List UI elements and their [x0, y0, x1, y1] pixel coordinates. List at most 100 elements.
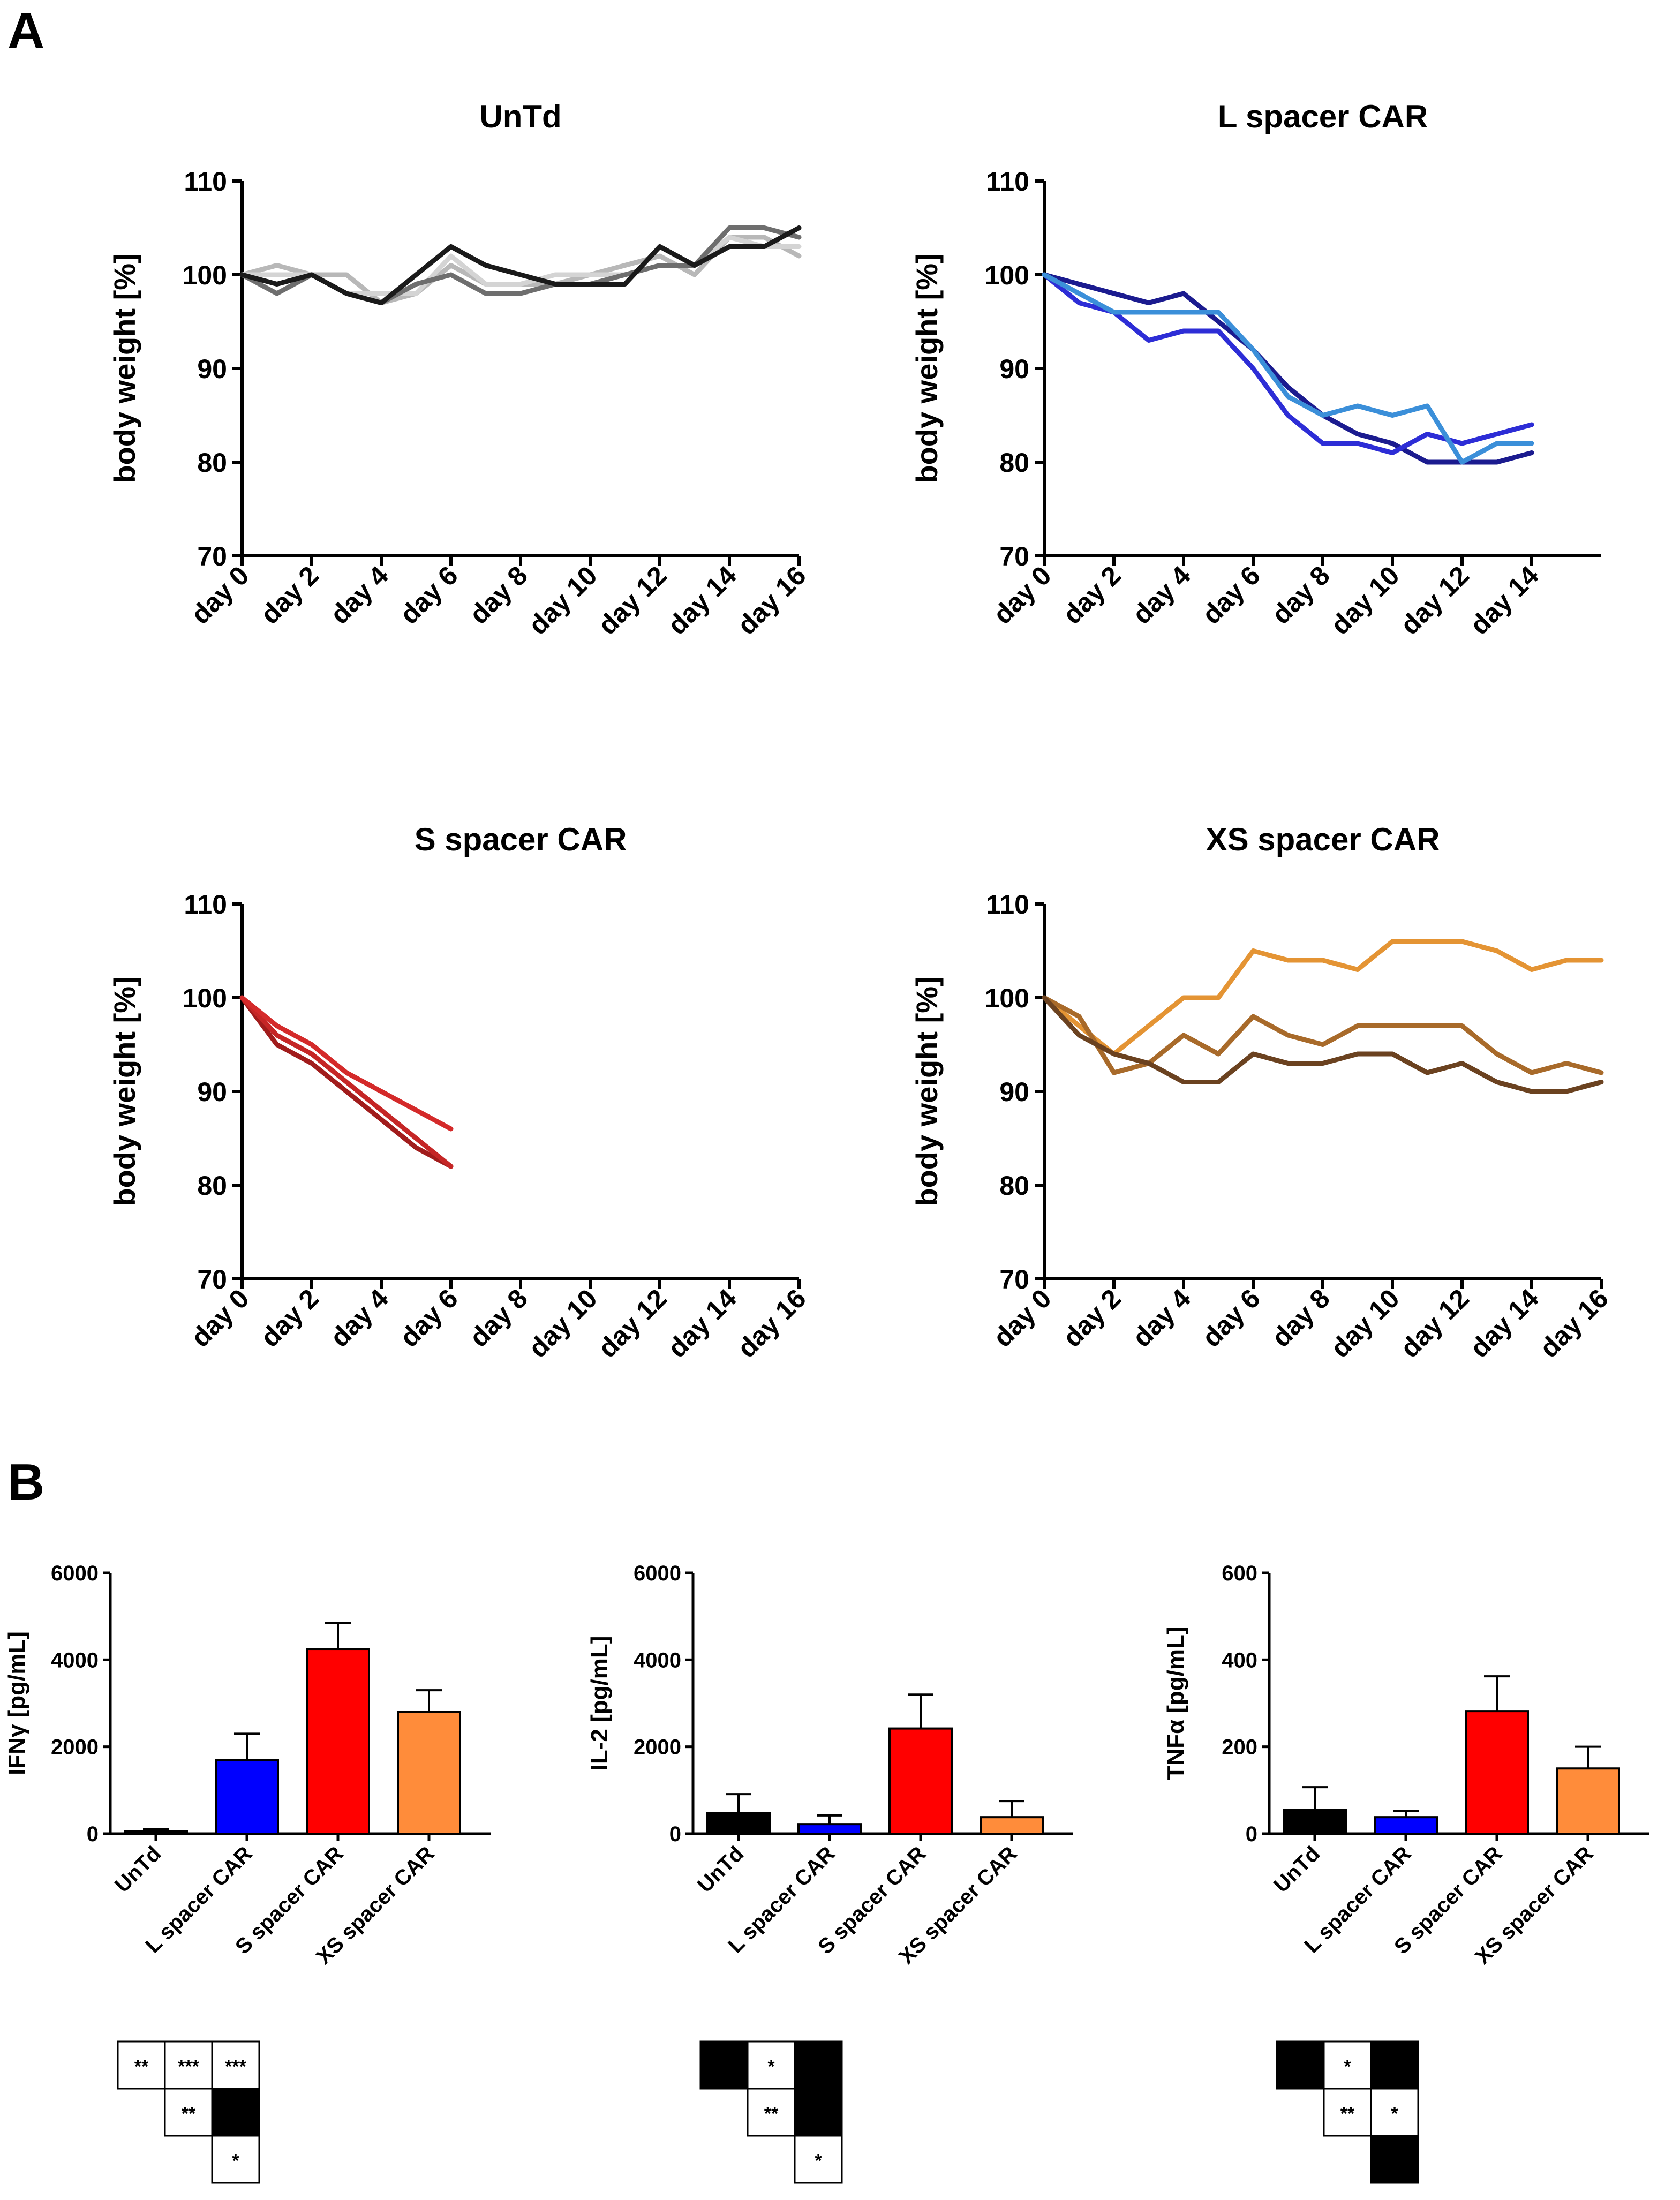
x-tick-label: day 12: [592, 560, 673, 641]
y-axis-label: body weight [%]: [910, 976, 944, 1206]
sig-cell: [1323, 2088, 1372, 2137]
bar: [888, 1727, 953, 1835]
x-tick-label: day 6: [1196, 1283, 1266, 1353]
series-line-2: [1042, 272, 1534, 455]
x-tick-label: day 16: [732, 1283, 812, 1363]
bar: [980, 1816, 1044, 1835]
chart-title: UnTd: [479, 99, 561, 134]
sig-cell: [1370, 2135, 1419, 2184]
y-tick-label: 80: [999, 448, 1029, 478]
x-tick-label: day 6: [394, 1283, 464, 1353]
x-tick-label: UnTd: [1269, 1842, 1324, 1897]
x-tick-label: day 6: [1196, 560, 1266, 630]
x-tick-label: UnTd: [110, 1842, 165, 1897]
y-tick-label: 100: [183, 260, 227, 290]
x-tick-label: day 14: [662, 1283, 742, 1363]
sig-stars: **: [1340, 2104, 1355, 2124]
y-tick-label: 80: [197, 448, 227, 478]
y-tick-label: 0: [1246, 1822, 1257, 1846]
sig-cell: [1370, 2040, 1419, 2090]
y-axis-label: body weight [%]: [108, 253, 141, 483]
line-chart-l-spacer: L spacer CAR 70 80 90 100 110 body weight [%] d…: [910, 99, 1601, 641]
y-tick-label: 200: [1222, 1736, 1257, 1759]
sig-cell: [794, 2040, 843, 2090]
sig-stars: ***: [178, 2056, 199, 2077]
sig-stars: **: [182, 2104, 196, 2124]
sig-cell: [211, 2088, 260, 2137]
x-tick-label: day 16: [1534, 1283, 1614, 1363]
bar: [306, 1648, 370, 1835]
sig-stars: *: [767, 2056, 775, 2077]
y-tick-label: 110: [184, 167, 227, 197]
x-tick-label: day 10: [1325, 1283, 1405, 1363]
sig-cell: [1276, 2040, 1325, 2090]
y-tick-label: 2000: [634, 1736, 681, 1759]
bar: [1374, 1816, 1438, 1835]
sig-cell: [117, 2040, 166, 2090]
y-axis-label: TNFα [pg/mL]: [1163, 1626, 1189, 1780]
bar: [1465, 1710, 1529, 1835]
bar: [706, 1812, 771, 1835]
bar: [215, 1759, 279, 1835]
chart-title: S spacer CAR: [415, 822, 627, 857]
x-tick-label: day 14: [1464, 1283, 1545, 1363]
y-tick-label: 100: [985, 983, 1029, 1013]
series-line-2: [239, 995, 454, 1169]
y-tick-label: 110: [986, 167, 1029, 197]
bar: [124, 1830, 188, 1835]
chart-title: L spacer CAR: [1218, 99, 1428, 134]
bar: [1556, 1767, 1620, 1835]
y-tick-label: 4000: [51, 1648, 99, 1672]
series-line-3: [1042, 995, 1604, 1094]
x-tick-label: day 16: [732, 560, 812, 641]
x-tick-label: day 4: [325, 1283, 394, 1353]
sig-cell: [794, 2135, 843, 2184]
y-tick-label: 80: [999, 1171, 1029, 1201]
sig-cell: [699, 2040, 749, 2090]
x-tick-label: day 14: [1464, 560, 1545, 641]
y-tick-label: 0: [669, 1822, 681, 1846]
series-line-1: [1042, 939, 1604, 1057]
x-tick-label: day 6: [394, 560, 464, 630]
sig-stars: *: [232, 2151, 239, 2171]
panel-label-b: B: [7, 1453, 44, 1511]
chart-title: XS spacer CAR: [1206, 822, 1440, 857]
y-tick-label: 6000: [51, 1562, 99, 1585]
sig-cell: [794, 2088, 843, 2137]
panel-label-a: A: [7, 2, 44, 59]
line-chart-xs-spacer: XS spacer CAR 70 80 90 100 110 body weight [%]…: [910, 822, 1614, 1363]
y-tick-label: 90: [999, 1077, 1029, 1107]
sig-stars: *: [1391, 2104, 1398, 2124]
y-tick-label: 70: [999, 1264, 1029, 1294]
series-line-4: [239, 225, 802, 305]
y-tick-label: 2000: [51, 1736, 99, 1759]
y-axis-label: body weight [%]: [108, 976, 141, 1206]
y-axis-label: body weight [%]: [910, 253, 944, 483]
y-tick-label: 70: [197, 1264, 227, 1294]
x-tick-label: day 10: [523, 1283, 603, 1363]
sig-stars: *: [815, 2151, 822, 2171]
x-tick-label: day 4: [325, 560, 394, 630]
x-tick-label: day 12: [1395, 560, 1475, 641]
sig-cell: [1370, 2088, 1419, 2137]
x-tick-label: day 2: [255, 1283, 325, 1353]
series-line-3: [1042, 272, 1534, 465]
sig-stars: ***: [225, 2056, 246, 2077]
series-line-1: [1042, 272, 1534, 465]
y-tick-label: 70: [197, 541, 227, 571]
sig-stars: **: [764, 2104, 779, 2124]
line-chart-s-spacer: S spacer CAR 70 80 90 100 110 body weight [%] d…: [108, 822, 812, 1363]
sig-cell: [211, 2135, 260, 2184]
sig-stars: *: [1344, 2056, 1351, 2077]
y-tick-label: 100: [985, 260, 1029, 290]
y-tick-label: 400: [1222, 1648, 1257, 1672]
series-line-3: [239, 995, 454, 1132]
y-tick-label: 90: [197, 354, 227, 384]
x-tick-label: day 10: [523, 560, 603, 641]
sig-stars: **: [134, 2056, 149, 2077]
y-tick-label: 4000: [634, 1648, 681, 1672]
